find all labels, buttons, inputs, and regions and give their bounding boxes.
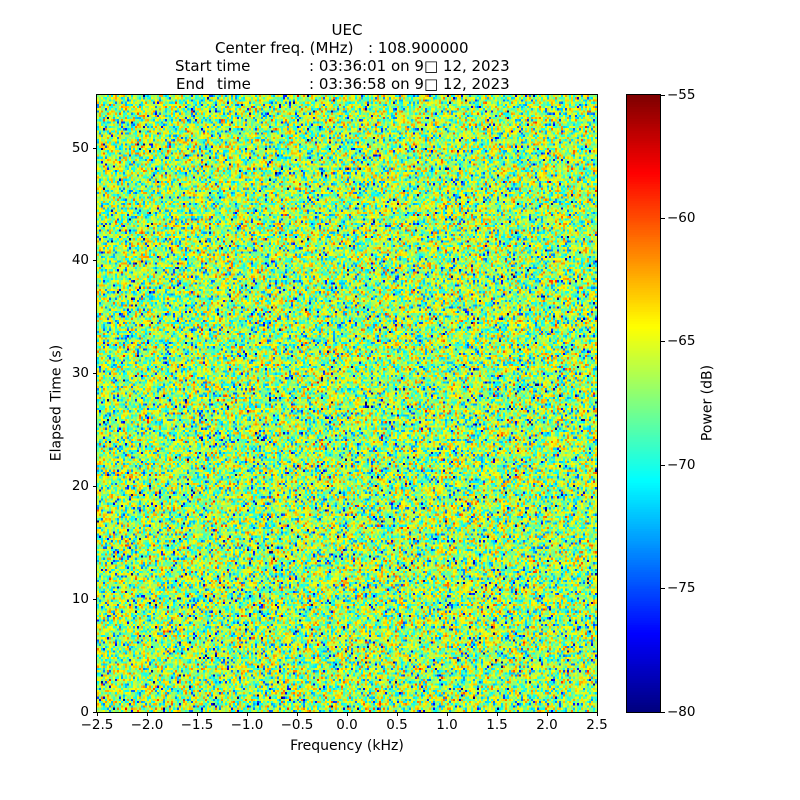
- start-time-label: Start time: [175, 57, 251, 75]
- x-tick-label: −1.0: [230, 717, 264, 733]
- colorbar-tick-mark: [660, 588, 665, 590]
- x-tick-mark: [296, 712, 298, 716]
- x-tick-label: −0.5: [280, 717, 314, 733]
- colorbar-label: Power (dB): [699, 364, 716, 442]
- x-tick-mark: [146, 712, 148, 716]
- y-tick-label: 10: [71, 590, 89, 607]
- x-tick-label: 0.0: [336, 717, 358, 733]
- y-tick-mark: [92, 147, 97, 149]
- center-freq-label: Center freq. (MHz): [215, 39, 354, 57]
- y-tick-mark: [92, 485, 97, 487]
- end-time-label: End: [176, 75, 205, 93]
- end-time-label-word2: time: [217, 75, 251, 93]
- colorbar: [626, 94, 661, 713]
- x-tick-label: 1.0: [436, 717, 458, 733]
- heatmap-plot-area: [96, 94, 598, 713]
- x-tick-mark: [396, 712, 398, 716]
- colorbar-tick-label: −60: [667, 209, 696, 226]
- x-tick-label: 1.5: [486, 717, 508, 733]
- x-tick-label: −2.5: [80, 717, 114, 733]
- x-tick-mark: [346, 712, 348, 716]
- end-time-value: : 03:36:58 on 9□ 12, 2023: [309, 75, 510, 93]
- x-tick-label: 2.0: [536, 717, 558, 733]
- colorbar-tick-label: −75: [667, 580, 696, 597]
- y-tick-mark: [92, 711, 97, 713]
- y-tick-label: 50: [71, 139, 89, 156]
- x-tick-label: 2.5: [586, 717, 608, 733]
- y-tick-label: 0: [80, 703, 89, 720]
- y-tick-mark: [92, 260, 97, 262]
- y-tick-mark: [92, 598, 97, 600]
- center-freq-value: : 108.900000: [368, 39, 469, 57]
- x-tick-mark: [596, 712, 598, 716]
- x-tick-mark: [446, 712, 448, 716]
- x-tick-label: −1.5: [180, 717, 214, 733]
- colorbar-gradient-canvas: [627, 95, 660, 712]
- x-axis-label: Frequency (kHz): [290, 738, 404, 754]
- y-axis-label: Elapsed Time (s): [48, 344, 65, 462]
- x-tick-mark: [196, 712, 198, 716]
- colorbar-tick-mark: [660, 94, 665, 96]
- colorbar-tick-label: −65: [667, 333, 696, 350]
- x-tick-label: −2.0: [130, 717, 164, 733]
- colorbar-tick-label: −55: [667, 86, 696, 103]
- colorbar-tick-label: −70: [667, 456, 696, 473]
- start-time-value: : 03:36:01 on 9□ 12, 2023: [309, 57, 510, 75]
- y-tick-mark: [92, 373, 97, 375]
- chart-title: UEC: [331, 21, 363, 39]
- x-tick-label: 0.5: [386, 717, 408, 733]
- x-tick-mark: [546, 712, 548, 716]
- spectrogram-heatmap-canvas: [97, 95, 597, 712]
- colorbar-tick-mark: [660, 464, 665, 466]
- colorbar-tick-mark: [660, 217, 665, 219]
- y-tick-label: 20: [71, 477, 89, 494]
- x-tick-mark: [246, 712, 248, 716]
- x-tick-mark: [96, 712, 98, 716]
- colorbar-tick-mark: [660, 341, 665, 343]
- colorbar-tick-mark: [660, 711, 665, 713]
- y-tick-label: 40: [71, 252, 89, 269]
- x-tick-mark: [496, 712, 498, 716]
- y-tick-label: 30: [71, 365, 89, 382]
- colorbar-tick-label: −80: [667, 703, 696, 720]
